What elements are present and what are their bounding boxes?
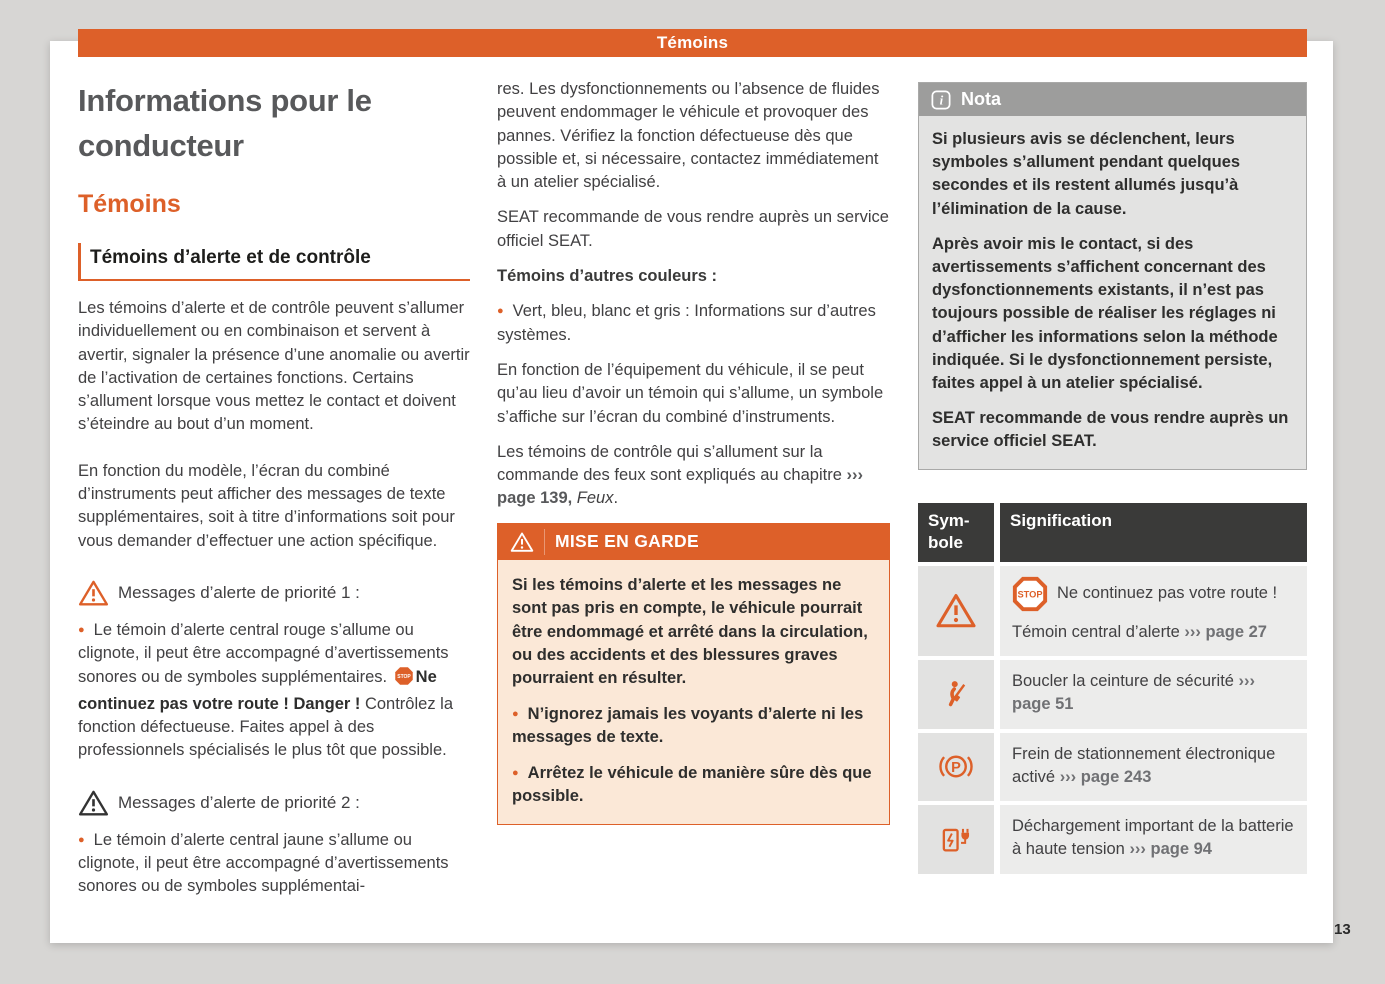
chapter-title: Témoins	[656, 33, 729, 52]
other-colors-bullet: ● Vert, bleu, blanc et gris : Information…	[497, 302, 876, 344]
priority2-bullet: ● Le témoin d’alerte central jaune s’allu…	[78, 830, 449, 896]
meaning-cell-row2: Boucler la ceinture de sécurité ››› page…	[1000, 659, 1307, 729]
warning-box-header: MISE EN GARDE	[498, 523, 889, 560]
warning-triangle-icon	[936, 594, 976, 628]
page-reference: ››› page 243	[1059, 767, 1152, 786]
page-reference: ››› page 94	[1129, 840, 1212, 859]
meaning-row1-line1: STOP Ne continuez pas votre route !	[1012, 576, 1295, 612]
warning-triangle-icon	[510, 532, 534, 552]
warning-box: MISE EN GARDE Si les témoins d’alerte et…	[497, 522, 890, 826]
table-header-symbol: Sym- bole	[918, 502, 994, 562]
right-column: i Nota Si plusieurs avis se déclenchent,…	[918, 78, 1307, 874]
symbol-cell-row2	[918, 659, 994, 729]
svg-text:i: i	[940, 93, 944, 107]
nota-box: i Nota Si plusieurs avis se déclenchent,…	[918, 82, 1307, 470]
meaning-cell-row4: Déchargement important de la batterie à …	[1000, 805, 1307, 874]
paragraph: En fonction du modèle, l’écran du combin…	[78, 461, 455, 550]
info-icon: i	[931, 90, 951, 109]
bullet-dot: ●	[512, 766, 519, 779]
priority1-label: Messages d’alerte de priorité 1 :	[118, 583, 360, 603]
nota-box-title: Nota	[961, 88, 1001, 109]
symbol-cell-row4	[918, 805, 994, 874]
left-column: Informations pour le conducteur Témoins …	[78, 78, 470, 899]
warning-triangle-icon	[78, 580, 109, 606]
subsection-title: Témoins d’alerte et de contrôle	[78, 243, 470, 281]
parking-brake-icon: P	[939, 755, 973, 778]
page-number: 13	[1334, 921, 1351, 938]
seatbelt-icon	[948, 681, 966, 707]
stop-sign-icon: STOP	[1012, 576, 1048, 611]
bullet-dot: ●	[497, 305, 504, 318]
nota-paragraph: Après avoir mis le contact, si des avert…	[932, 234, 1278, 393]
paragraph: res. Les dysfonctionnements ou l’absence…	[497, 80, 880, 192]
warning-box-body: Si les témoins d’alerte et les messages …	[498, 560, 889, 825]
other-colors-heading: Témoins d’autres couleurs :	[497, 267, 718, 286]
warning-bullet: ● Arrêtez le véhicule de manière sûre dès…	[512, 763, 872, 805]
meaning-row1-line2: Témoin central d’alerte ››› page 27	[1012, 622, 1267, 641]
svg-text:STOP: STOP	[397, 674, 411, 680]
svg-text:STOP: STOP	[1017, 589, 1042, 599]
warning-paragraph: Si les témoins d’alerte et les messages …	[512, 575, 868, 688]
bullet-dot: ●	[512, 707, 519, 720]
priority2-label: Messages d’alerte de priorité 2 :	[118, 793, 360, 813]
page-title: Informations pour le conducteur	[78, 83, 372, 163]
priority2-heading: Messages d’alerte de priorité 2 :	[78, 789, 470, 817]
nota-paragraph: SEAT recommande de vous rendre auprès un…	[932, 409, 1289, 451]
symbol-cell-row1	[918, 565, 994, 656]
page-reference: ››› page 27	[1184, 622, 1267, 641]
paragraph: En fonction de l’équipement du véhicule,…	[497, 360, 884, 426]
nota-box-header: i Nota	[919, 83, 1306, 116]
paragraph: Les témoins d’alerte et de contrôle peuv…	[78, 299, 470, 434]
middle-column: res. Les dysfonctionnements ou l’absence…	[497, 78, 890, 826]
bullet-dot: ●	[78, 833, 85, 846]
paragraph-with-ref: Les témoins de contrôle qui s’allument s…	[497, 442, 863, 508]
symbol-cell-row3: P	[918, 732, 994, 802]
section-title: Témoins	[78, 190, 181, 218]
svg-text:P: P	[951, 760, 961, 776]
meaning-cell-row1: STOP Ne continuez pas votre route ! Témo…	[1000, 565, 1307, 656]
high-voltage-battery-icon	[942, 828, 970, 852]
chapter-header-bar: Témoins	[78, 29, 1307, 57]
page-reference: ››› page 139,	[497, 466, 863, 508]
table-header-meaning: Signification	[1000, 502, 1307, 562]
warning-box-title: MISE EN GARDE	[555, 531, 699, 552]
nota-box-body: Si plusieurs avis se déclenchent, leurs …	[919, 116, 1306, 469]
priority1-heading: Messages d’alerte de priorité 1 :	[78, 579, 470, 607]
page-reference: ››› page 51	[1012, 671, 1256, 714]
warning-bullet: ● N’ignorez jamais les voyants d’alerte n…	[512, 704, 864, 747]
warning-triangle-icon	[78, 790, 109, 816]
symbol-table: Sym- bole Signification STOP Ne continue…	[918, 502, 1307, 874]
stop-sign-icon: STOP	[394, 666, 414, 693]
meaning-cell-row3: Frein de stationnement électronique acti…	[1000, 732, 1307, 802]
paragraph: SEAT recommande de vous rendre auprès un…	[497, 208, 889, 250]
bullet-dot: ●	[78, 623, 85, 636]
divider	[544, 528, 545, 555]
priority1-bullet: ● Le témoin d’alerte central rouge s’allu…	[78, 620, 454, 760]
nota-paragraph: Si plusieurs avis se déclenchent, leurs …	[932, 130, 1241, 218]
